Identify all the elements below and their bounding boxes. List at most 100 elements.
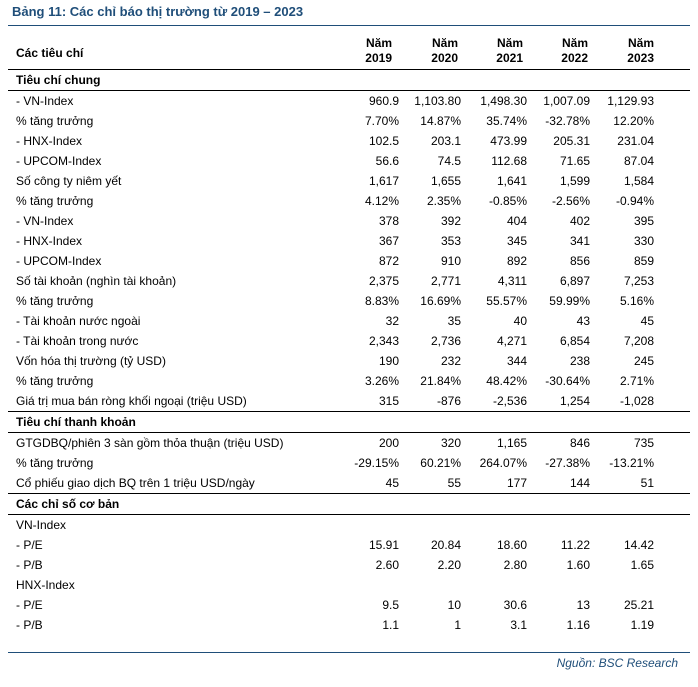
cell-2019: 315 <box>378 394 399 408</box>
row-label: % tăng trưởng <box>16 294 94 308</box>
cell-2020: 203.1 <box>430 134 461 148</box>
cell-2019: 1.1 <box>382 618 399 632</box>
cell-2019: 32 <box>385 314 399 328</box>
table-row: VN-Index <box>8 515 690 535</box>
table-row: Vốn hóa thị trường (tỷ USD) 190 232 344 238 2… <box>8 351 690 371</box>
cell-2023: 87.04 <box>623 154 654 168</box>
cell-2023: 1.65 <box>630 558 654 572</box>
top-divider <box>8 25 690 26</box>
row-label: GTGDBQ/phiên 3 sàn gồm thỏa thuận (triệu… <box>16 436 284 450</box>
cell-2021: 4,311 <box>497 274 527 288</box>
cell-2021: 2.80 <box>503 558 527 572</box>
row-label: - Tài khoản nước ngoài <box>16 314 141 328</box>
header-divider <box>8 69 690 70</box>
table-row: - VN-Index 960.9 1,103.80 1,498.30 1,007.09 1… <box>8 91 690 111</box>
cell-2019: 7.70% <box>364 114 399 128</box>
cell-2019: 3.26% <box>364 374 399 388</box>
cell-2020: 320 <box>440 436 461 450</box>
cell-2019: 9.5 <box>382 598 399 612</box>
cell-2023: 1,129.93 <box>607 94 654 108</box>
table-row: Số tài khoản (nghìn tài khoản) 2,375 2,771… <box>8 271 690 291</box>
year-header-value: 2020 <box>431 51 458 65</box>
row-label: VN-Index <box>16 518 67 532</box>
cell-2019: 2,343 <box>368 334 399 348</box>
cell-2022: 59.99% <box>549 294 590 308</box>
cell-2023: 2.71% <box>619 374 654 388</box>
row-label: - HNX-Index <box>16 134 83 148</box>
cell-2022: -27.38% <box>545 456 590 470</box>
row-label: Giá trị mua bán ròng khối ngoại (triệu U… <box>16 394 247 408</box>
section-header: Tiêu chí thanh khoản <box>8 411 690 433</box>
cell-2021: 404 <box>506 214 527 228</box>
year-header-value: 2019 <box>365 51 392 65</box>
cell-2023: -13.21% <box>609 456 654 470</box>
table-row: - Tài khoản trong nước 2,343 2,736 4,271 6,8… <box>8 331 690 351</box>
cell-2023: -0.94% <box>615 194 654 208</box>
section-title: Tiêu chí thanh khoản <box>16 415 136 429</box>
row-label: Số tài khoản (nghìn tài khoản) <box>16 274 177 288</box>
table-title: Bảng 11: Các chỉ báo thị trường từ 2019 … <box>12 4 304 19</box>
cell-2022: -2.56% <box>551 194 590 208</box>
cell-2019: 960.9 <box>368 94 399 108</box>
bottom-divider <box>8 652 690 653</box>
cell-2023: 7,208 <box>623 334 654 348</box>
cell-2021: -0.85% <box>488 194 527 208</box>
cell-2020: 2.35% <box>426 194 461 208</box>
cell-2019: 1,617 <box>368 174 399 188</box>
cell-2021: 1,641 <box>496 174 527 188</box>
cell-2020: 232 <box>440 354 461 368</box>
cell-2019: 2.60 <box>375 558 399 572</box>
cell-2022: 1,599 <box>559 174 590 188</box>
cell-2020: 20.84 <box>430 538 461 552</box>
cell-2020: 21.84% <box>420 374 461 388</box>
cell-2021: 473.99 <box>490 134 527 148</box>
cell-2021: 112.68 <box>491 154 527 168</box>
cell-2022: 846 <box>569 436 590 450</box>
table-row: Giá trị mua bán ròng khối ngoại (triệu U… <box>8 391 690 411</box>
cell-2019: 872 <box>378 254 399 268</box>
cell-2022: 205.31 <box>553 134 590 148</box>
cell-2023: 735 <box>633 436 654 450</box>
row-label: - P/B <box>16 558 43 572</box>
row-label: % tăng trưởng <box>16 114 94 128</box>
row-label: % tăng trưởng <box>16 374 94 388</box>
row-label: - P/E <box>16 538 43 552</box>
table-row: Cổ phiếu giao dịch BQ trên 1 triệu USD/n… <box>8 473 690 493</box>
cell-2020: 2,771 <box>430 274 461 288</box>
cell-2022: 71.65 <box>559 154 590 168</box>
row-label: - UPCOM-Index <box>16 254 102 268</box>
cell-2022: 13 <box>576 598 590 612</box>
cell-2022: 6,897 <box>559 274 590 288</box>
row-label: - VN-Index <box>16 94 74 108</box>
table-row: - HNX-Index 102.5 203.1 473.99 205.31 231.04 <box>8 131 690 151</box>
table-row: % tăng trưởng 3.26% 21.84% 48.42% -30.64% 2.7… <box>8 371 690 391</box>
cell-2022: -30.64% <box>545 374 590 388</box>
cell-2020: 2.20 <box>437 558 461 572</box>
table-row: % tăng trưởng 8.83% 16.69% 55.57% 59.99% 5.16… <box>8 291 690 311</box>
cell-2021: 892 <box>506 254 527 268</box>
section-title: Các chỉ số cơ bản <box>16 497 120 511</box>
year-header-label: Năm <box>496 36 523 50</box>
cell-2022: -32.78% <box>545 114 590 128</box>
cell-2023: 245 <box>633 354 654 368</box>
row-label: - HNX-Index <box>16 234 83 248</box>
table-row: Số công ty niêm yết 1,617 1,655 1,641 1,599 1… <box>8 171 690 191</box>
cell-2022: 43 <box>576 314 590 328</box>
cell-2020: 1,655 <box>430 174 461 188</box>
table-row: - P/E 9.5 10 30.6 13 25.21 <box>8 595 690 615</box>
cell-2019: 2,375 <box>368 274 399 288</box>
year-header-value: 2022 <box>561 51 588 65</box>
cell-2022: 402 <box>569 214 590 228</box>
year-header-2020: Năm 2020 <box>396 36 458 66</box>
cell-2019: 56.6 <box>375 154 399 168</box>
cell-2020: 392 <box>440 214 461 228</box>
cell-2023: 51 <box>640 476 654 490</box>
cell-2023: 1.19 <box>630 618 654 632</box>
row-label: Số công ty niêm yết <box>16 174 122 188</box>
cell-2020: 14.87% <box>420 114 461 128</box>
row-label: % tăng trưởng <box>16 194 94 208</box>
cell-2020: 55 <box>447 476 461 490</box>
section-title: Tiêu chí chung <box>16 73 101 87</box>
table-row: - Tài khoản nước ngoài 32 35 40 43 45 <box>8 311 690 331</box>
section-header: Các chỉ số cơ bản <box>8 493 690 515</box>
